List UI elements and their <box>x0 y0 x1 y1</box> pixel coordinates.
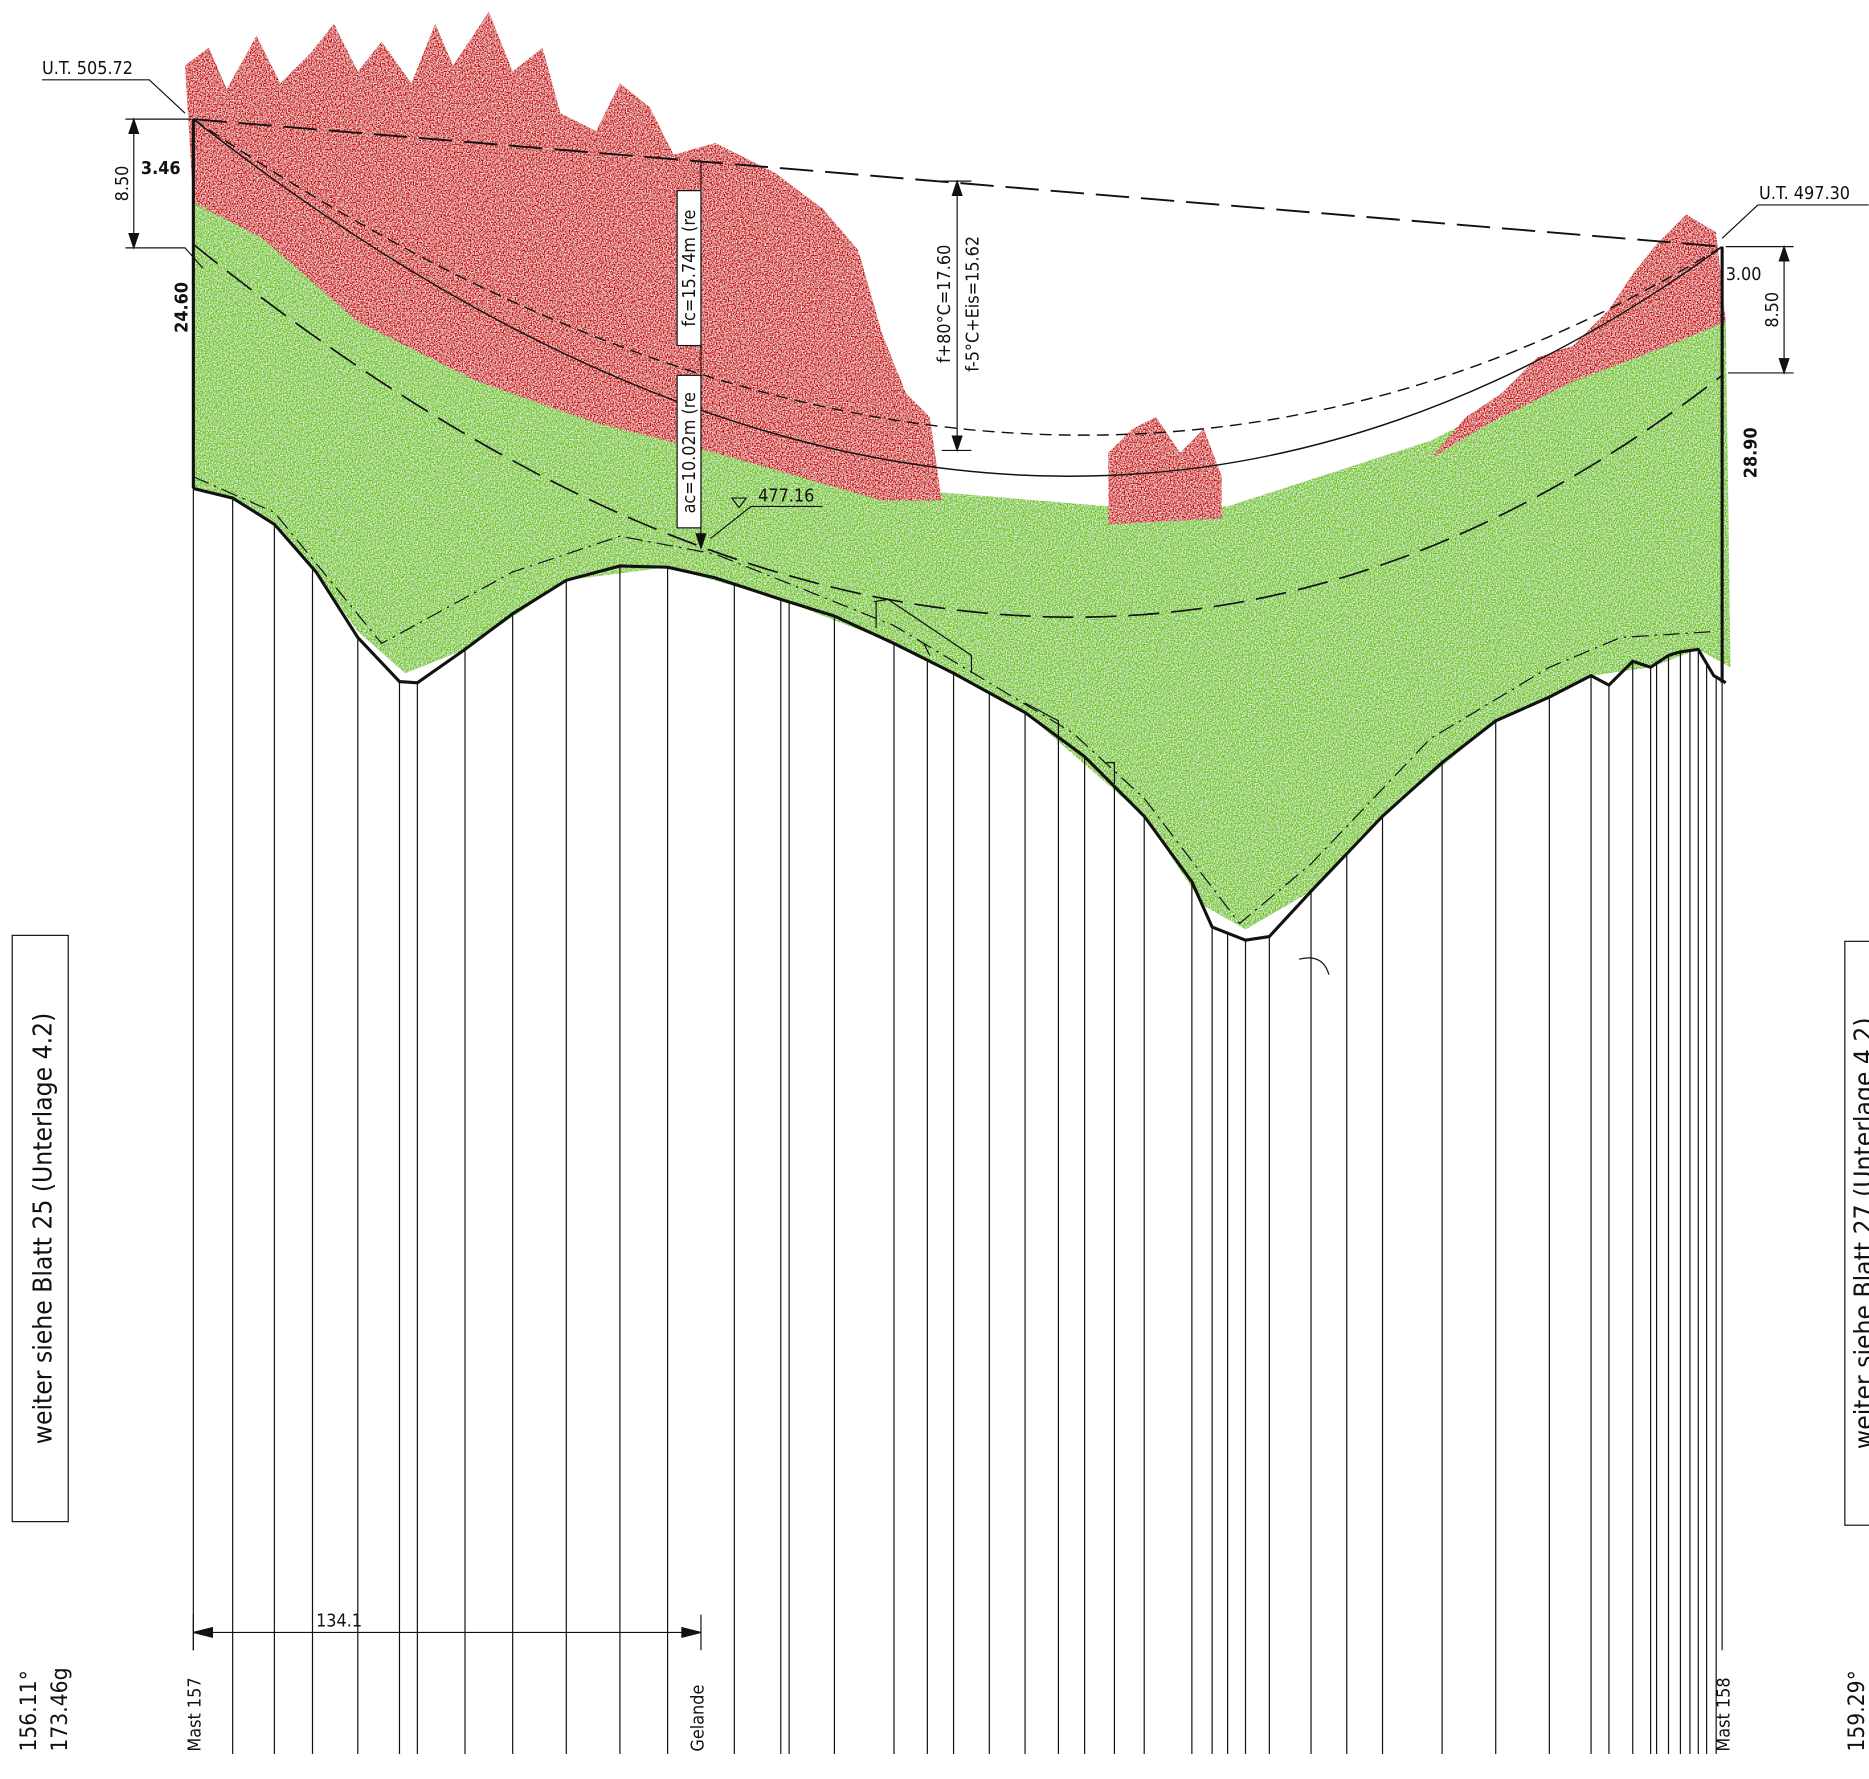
distance: 134.1 <box>316 1610 362 1631</box>
clear-left: 3.46 <box>141 158 181 179</box>
conductors <box>11 79 1869 1754</box>
mast-right: Mast 158 <box>1713 1677 1734 1751</box>
sag-hot: f+80°C=17.60 <box>934 245 955 363</box>
top-dashed-line <box>193 118 1723 248</box>
dim-right: 8.50 <box>1762 292 1783 328</box>
elevation-marker <box>730 497 748 509</box>
ac-label: ac=10.02m (re <box>679 392 700 513</box>
sag-ice: f-5°C+Eis=15.62 <box>963 236 984 372</box>
angle-right-deg: 159.29° <box>1844 1670 1869 1751</box>
elevation-label: 477.16 <box>758 486 814 507</box>
labels: U.T. 505.72 U.T. 497.30 8.50 3.46 24.60 … <box>16 58 1869 1752</box>
fc-box <box>676 190 702 347</box>
vegetation-red-middle <box>1108 417 1222 525</box>
height-right: 28.90 <box>1741 427 1762 478</box>
clearance-line <box>192 243 1723 618</box>
angle-left-deg: 156.11° <box>16 1670 42 1751</box>
mast-left: Mast 157 <box>184 1677 205 1751</box>
continue-left: weiter siehe Blatt 25 (Unterlage 4.2) <box>29 1013 59 1445</box>
clear-right: 3.00 <box>1726 264 1762 285</box>
ut-right: U.T. 497.30 <box>1759 183 1850 204</box>
continue-left-box <box>11 934 69 1523</box>
leaders <box>42 79 1869 549</box>
arrowheads <box>128 117 1790 1638</box>
section-lines <box>192 488 1723 1754</box>
continue-right: weiter siehe Blatt 27 (Unterlage 4.2) <box>1849 1017 1869 1449</box>
road-structure <box>873 598 1330 975</box>
ac-box <box>676 374 702 529</box>
vegetation-red-right <box>1430 214 1726 459</box>
angle-left-gon: 173.46g <box>47 1667 73 1751</box>
dim-left: 8.50 <box>112 166 133 202</box>
conductor-ice <box>192 118 1723 436</box>
terrain-label: Gelande <box>687 1685 708 1752</box>
conductor-hot <box>192 118 1723 477</box>
height-left: 24.60 <box>171 282 192 333</box>
ut-left: U.T. 505.72 <box>42 58 133 79</box>
fc-label: fc=15.74m (re <box>679 209 700 326</box>
